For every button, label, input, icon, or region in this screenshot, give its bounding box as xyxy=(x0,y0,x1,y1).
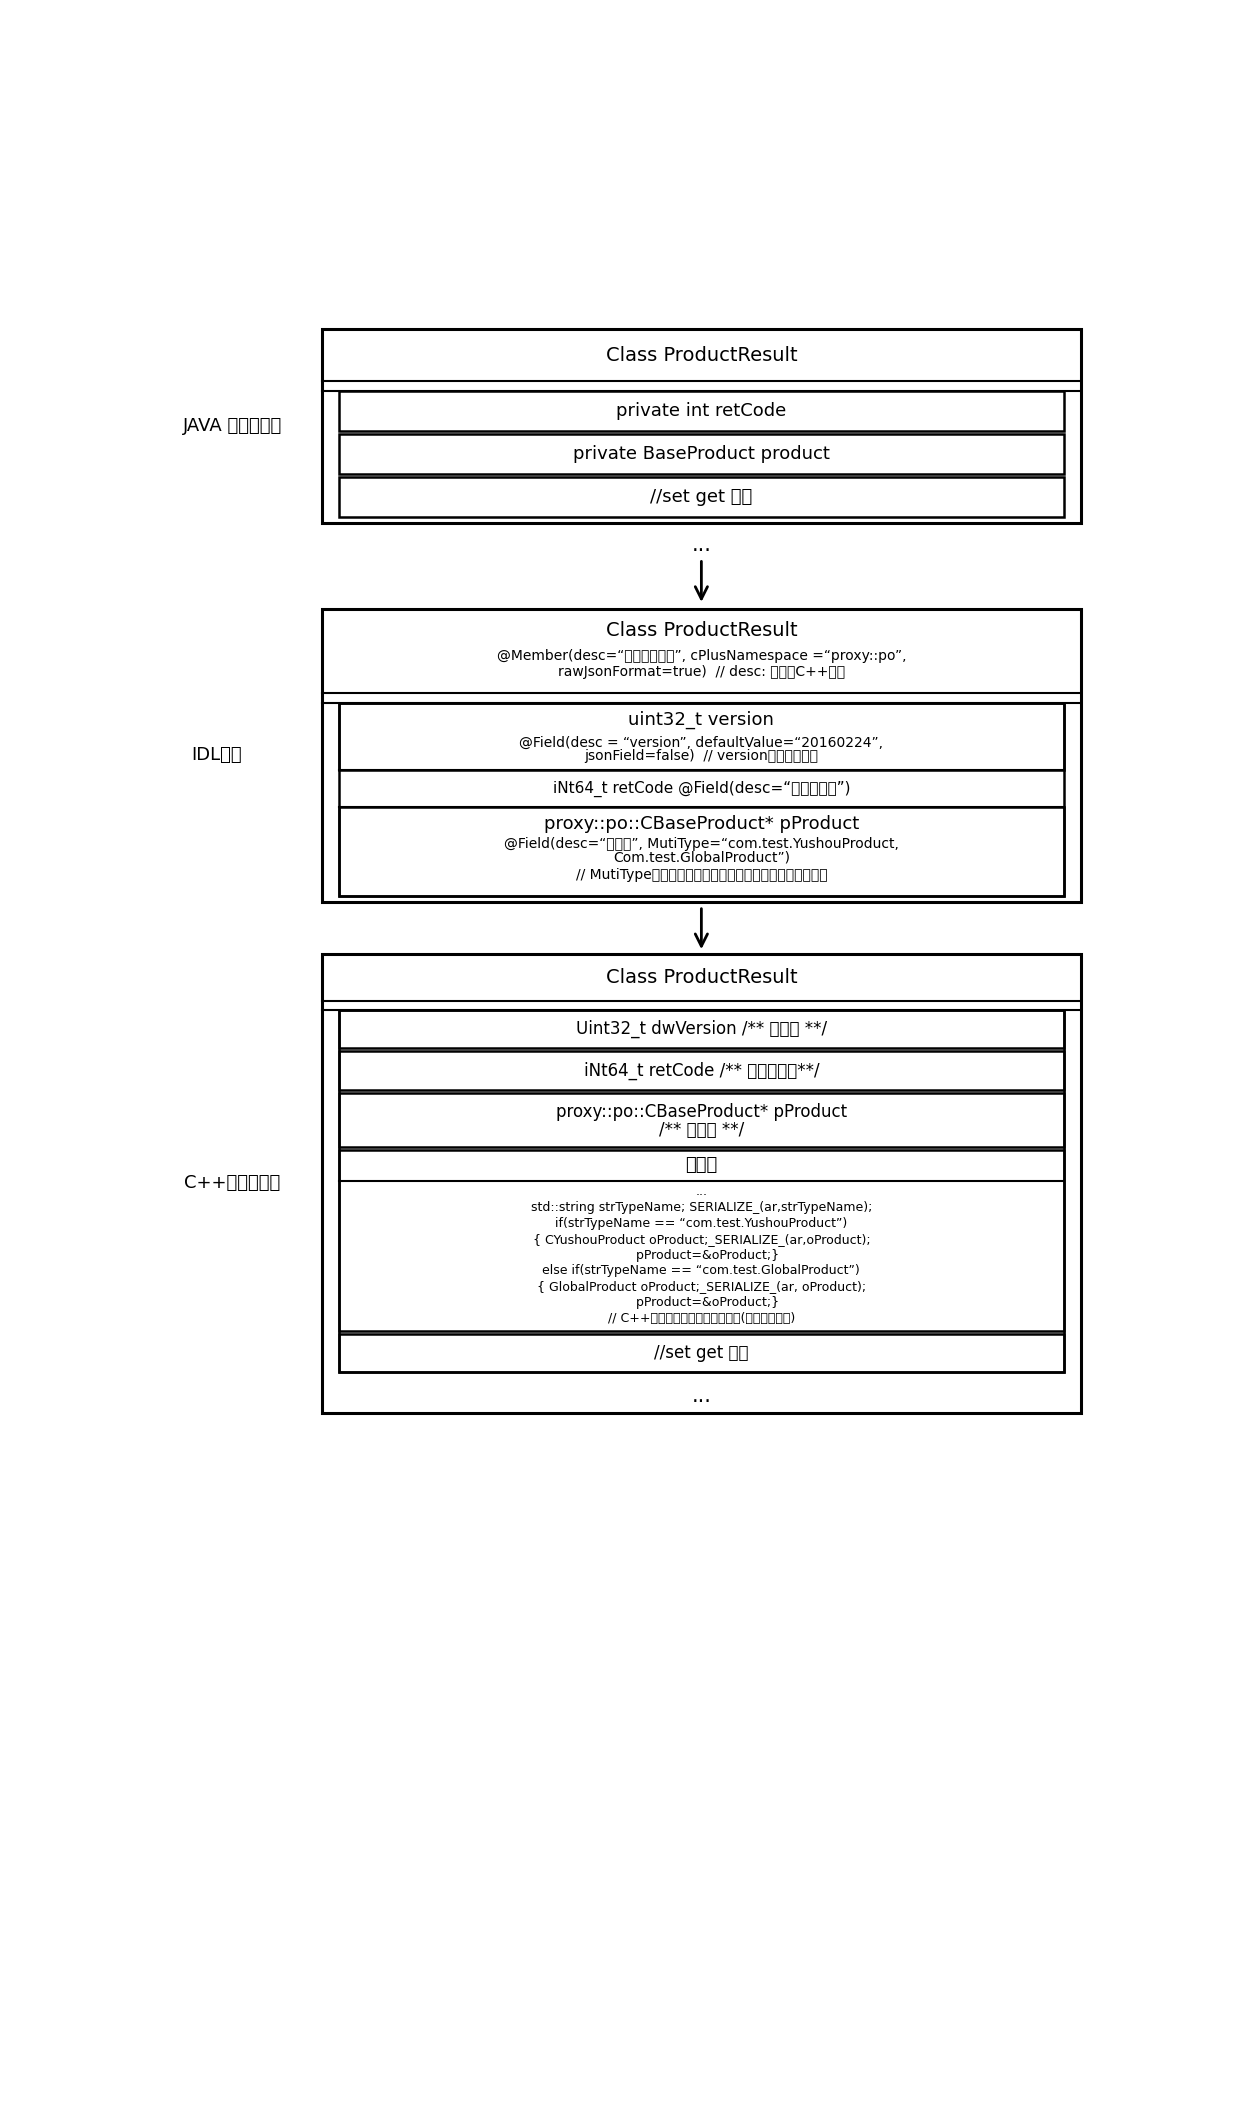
Bar xyxy=(339,1149,1064,1330)
Text: rawJsonFormat=true)  // desc: 生成的C++注释: rawJsonFormat=true) // desc: 生成的C++注释 xyxy=(558,664,844,679)
Text: @Member(desc=“商品查询结果”, cPlusNamespace =“proxy::po”,: @Member(desc=“商品查询结果”, cPlusNamespace =“… xyxy=(497,649,906,664)
Text: private BaseProduct product: private BaseProduct product xyxy=(573,445,830,462)
Bar xyxy=(339,702,1064,771)
Bar xyxy=(339,1011,1064,1372)
Bar xyxy=(321,954,1081,1412)
Text: pProduct=&oProduct;}: pProduct=&oProduct;} xyxy=(624,1248,779,1261)
Text: @Field(desc=“商品类”, MutiType=“com.test.YushouProduct,: @Field(desc=“商品类”, MutiType=“com.test.Yu… xyxy=(503,838,899,851)
Bar xyxy=(339,1050,1064,1090)
Bar xyxy=(339,1093,1064,1147)
Text: @Field(desc = “version”, defaultValue=“20160224”,: @Field(desc = “version”, defaultValue=“2… xyxy=(520,735,883,750)
Text: 序列化: 序列化 xyxy=(686,1156,718,1174)
Text: ...: ... xyxy=(692,1385,712,1406)
Text: proxy::po::CBaseProduct* pProduct: proxy::po::CBaseProduct* pProduct xyxy=(544,815,859,834)
Text: else if(strTypeName == “com.test.GlobalProduct”): else if(strTypeName == “com.test.GlobalP… xyxy=(543,1265,861,1277)
Text: Class ProductResult: Class ProductResult xyxy=(605,969,797,987)
Bar xyxy=(339,391,1064,431)
Text: if(strTypeName == “com.test.YushouProduct”): if(strTypeName == “com.test.YushouProduc… xyxy=(556,1216,847,1229)
Text: Class ProductResult: Class ProductResult xyxy=(605,620,797,639)
Text: iNt64_t retCode /** 商品返回码**/: iNt64_t retCode /** 商品返回码**/ xyxy=(584,1061,820,1080)
Bar xyxy=(339,1334,1064,1372)
Text: { CYushouProduct oProduct;_SERIALIZE_(ar,oProduct);: { CYushouProduct oProduct;_SERIALIZE_(ar… xyxy=(532,1233,870,1246)
Bar xyxy=(339,1011,1064,1048)
Text: // C++目标接口文件子类生成逻辑(解决多态问题): // C++目标接口文件子类生成逻辑(解决多态问题) xyxy=(608,1311,795,1326)
Text: IDL文件: IDL文件 xyxy=(192,746,242,765)
Text: ...: ... xyxy=(696,1185,707,1198)
Text: uint32_t version: uint32_t version xyxy=(629,710,774,729)
Text: private int retCode: private int retCode xyxy=(616,401,786,420)
Text: jsonField=false)  // version：历史版本号: jsonField=false) // version：历史版本号 xyxy=(584,750,818,763)
Text: iNt64_t retCode @Field(desc=“商品返回码”): iNt64_t retCode @Field(desc=“商品返回码”) xyxy=(553,782,851,796)
Bar xyxy=(339,477,1064,517)
Text: Com.test.GlobalProduct”): Com.test.GlobalProduct”) xyxy=(613,851,790,864)
Text: Class ProductResult: Class ProductResult xyxy=(605,347,797,366)
Text: C++接口描述类: C++接口描述类 xyxy=(185,1174,280,1193)
Text: std::string strTypeName; SERIALIZE_(ar,strTypeName);: std::string strTypeName; SERIALIZE_(ar,s… xyxy=(531,1202,872,1214)
Bar xyxy=(321,330,1081,523)
Bar xyxy=(339,807,1064,895)
Text: //set get 方法: //set get 方法 xyxy=(650,487,753,506)
Text: { GlobalProduct oProduct;_SERIALIZE_(ar, oProduct);: { GlobalProduct oProduct;_SERIALIZE_(ar,… xyxy=(537,1280,866,1292)
Text: JAVA 接口描述类: JAVA 接口描述类 xyxy=(182,418,283,435)
Bar xyxy=(321,609,1081,901)
Text: ...: ... xyxy=(692,536,712,555)
Text: proxy::po::CBaseProduct* pProduct: proxy::po::CBaseProduct* pProduct xyxy=(556,1103,847,1120)
Text: pProduct=&oProduct;}: pProduct=&oProduct;} xyxy=(624,1296,779,1309)
Text: /** 商品类 **/: /** 商品类 **/ xyxy=(658,1120,744,1139)
Bar xyxy=(339,433,1064,475)
Text: Uint32_t dwVersion /** 版本号 **/: Uint32_t dwVersion /** 版本号 **/ xyxy=(575,1019,827,1038)
Bar xyxy=(339,702,1064,895)
Text: // MutiType：对多态情况，指定对象的可能存在的实际类型: // MutiType：对多态情况，指定对象的可能存在的实际类型 xyxy=(575,868,827,882)
Text: //set get 方法: //set get 方法 xyxy=(655,1345,749,1361)
